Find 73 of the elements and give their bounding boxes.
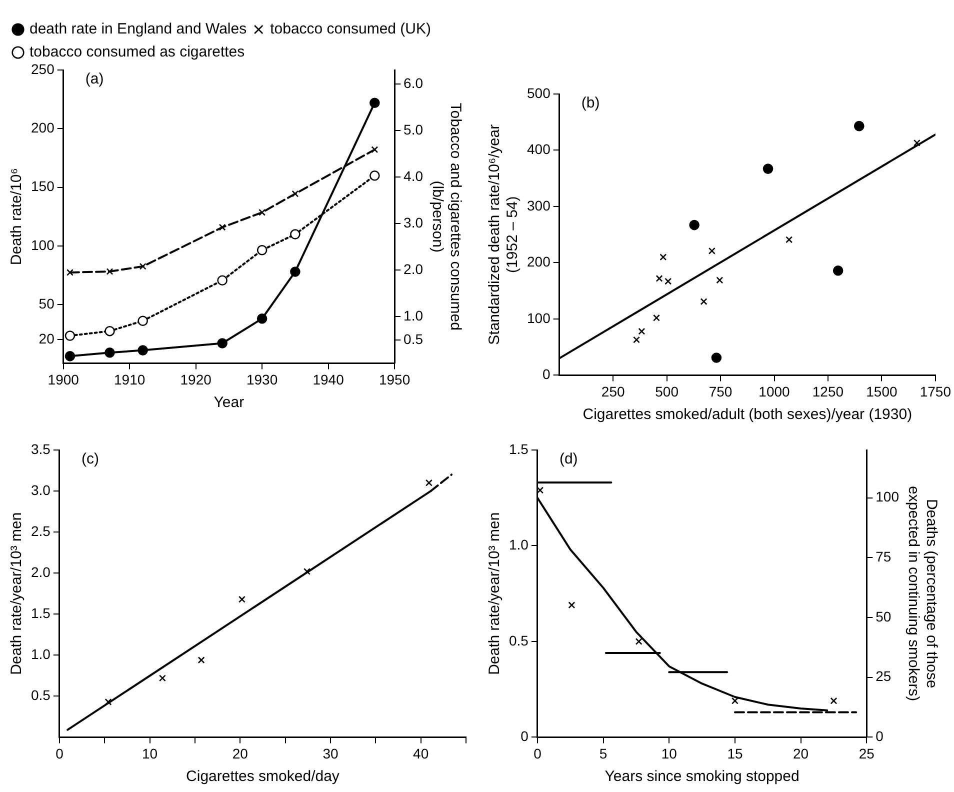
y-tick-label: 3.0 bbox=[30, 482, 51, 498]
y-tick-label: 500 bbox=[527, 84, 551, 101]
y2-tick-label: 25 bbox=[876, 668, 892, 684]
y-tick-label: 1.5 bbox=[30, 604, 51, 621]
y-tick-label: 0.5 bbox=[508, 632, 529, 648]
x-tick-label: 1930 bbox=[246, 371, 278, 388]
x-axis-title: Year bbox=[214, 394, 244, 412]
x-tick-label: 20 bbox=[232, 745, 248, 762]
x-tick-label: 1250 bbox=[812, 383, 844, 400]
y-tick-label: 1.0 bbox=[30, 646, 51, 662]
x-tick-label: 250 bbox=[601, 383, 625, 400]
y-tick-label: 250 bbox=[31, 60, 55, 77]
x-tick-label: 1900 bbox=[48, 371, 80, 388]
y-tick-label: 400 bbox=[527, 141, 551, 158]
y-tick-label: 3.5 bbox=[30, 440, 51, 457]
y-tick-label: 2.0 bbox=[30, 564, 51, 580]
y2-tick-label: 0 bbox=[876, 728, 884, 744]
x-tick-label: 25 bbox=[858, 745, 875, 762]
y2-tick-label: 5.0 bbox=[404, 121, 424, 138]
x-tick-label: 1920 bbox=[180, 371, 212, 388]
y-tick-label: 100 bbox=[527, 310, 551, 326]
y-tick-label: 200 bbox=[527, 254, 551, 270]
x-tick-label: 20 bbox=[793, 745, 809, 762]
y-axis-title: Death rate/year/10³ men bbox=[486, 512, 504, 675]
y-tick-label: 1.0 bbox=[508, 536, 529, 553]
y2-tick-label: 75 bbox=[876, 548, 892, 565]
annotation: (b) bbox=[581, 94, 600, 112]
y-tick-label: 100 bbox=[31, 236, 55, 253]
legend-label: tobacco consumed as cigarettes bbox=[30, 44, 245, 61]
x-tick-label: 1910 bbox=[114, 371, 146, 388]
y-axis-title: Death rate/year/10³ men bbox=[8, 512, 26, 675]
x-tick-label: 5 bbox=[599, 745, 608, 762]
y-tick-label: 1.5 bbox=[508, 440, 529, 457]
x-axis-title: Cigarettes smoked/day bbox=[186, 768, 340, 786]
x-tick-label: 10 bbox=[142, 745, 158, 762]
x-tick-label: 1950 bbox=[378, 371, 410, 388]
y2-tick-label: 100 bbox=[876, 488, 900, 505]
x-tick-label: 500 bbox=[655, 383, 679, 400]
x-tick-label: 1750 bbox=[920, 383, 952, 400]
y2-tick-label: 6.0 bbox=[404, 74, 424, 91]
y-tick-label: 300 bbox=[527, 197, 551, 214]
y2-tick-label: 3.0 bbox=[404, 214, 424, 230]
y-tick-label: 20 bbox=[38, 330, 55, 347]
y-axis-title: Death rate/10⁶ bbox=[8, 168, 26, 266]
y-axis-title: Standardized death rate/10⁶/year (1952 – 54) bbox=[486, 124, 522, 345]
annotation: (a) bbox=[85, 70, 104, 88]
x-tick-label: 40 bbox=[413, 745, 429, 762]
y-tick-label: 50 bbox=[38, 295, 55, 312]
y2-axis-title: Deaths (percentage of those expected in continuing smokers) bbox=[904, 486, 940, 702]
legend-label: death rate in England and Wales bbox=[30, 20, 247, 38]
x-tick-label: 30 bbox=[322, 745, 338, 762]
y2-tick-label: 1.0 bbox=[404, 308, 424, 324]
annotation: (c) bbox=[81, 450, 99, 468]
y-tick-label: 200 bbox=[31, 120, 55, 136]
x-axis-title: Years since smoking stopped bbox=[604, 768, 800, 786]
x-tick-label: 750 bbox=[708, 383, 732, 400]
x-tick-label: 1940 bbox=[312, 371, 344, 388]
y2-tick-label: 0.5 bbox=[404, 330, 424, 347]
y2-tick-label: 50 bbox=[876, 608, 892, 624]
y-tick-label: 2.5 bbox=[30, 522, 51, 539]
x-tick-label: 1000 bbox=[758, 383, 790, 400]
y2-axis-title: Tobacco and cigarettes consumed (lb/person) bbox=[428, 102, 464, 330]
x-tick-label: 10 bbox=[661, 745, 678, 762]
x-tick-label: 1500 bbox=[866, 383, 898, 400]
annotation: (d) bbox=[559, 450, 578, 468]
y-tick-label: 0 bbox=[520, 728, 529, 744]
y2-tick-label: 4.0 bbox=[404, 168, 424, 184]
y-tick-label: 150 bbox=[31, 178, 55, 194]
y-tick-label: 0.5 bbox=[30, 687, 51, 704]
y2-tick-label: 2.0 bbox=[404, 260, 424, 277]
x-tick-label: 15 bbox=[727, 745, 743, 762]
x-axis-title: Cigarettes smoked/adult (both sexes)/year (1930) bbox=[582, 406, 912, 424]
legend-label: tobacco consumed (UK) bbox=[270, 20, 431, 38]
